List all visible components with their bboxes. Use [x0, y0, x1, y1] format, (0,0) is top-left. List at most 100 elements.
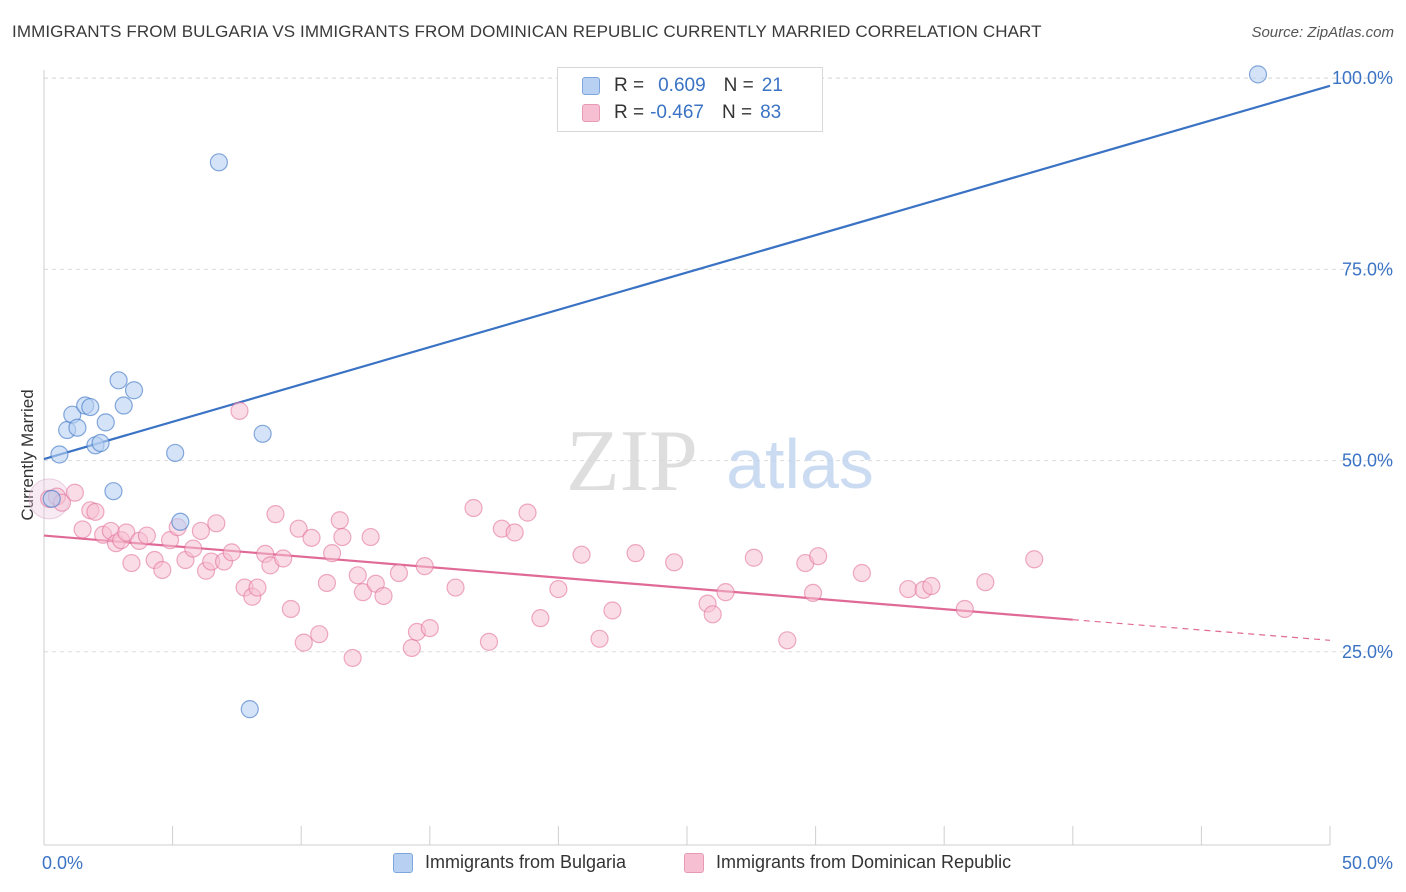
- legend-n-value: 83: [760, 102, 782, 123]
- point-dominican: [184, 539, 203, 558]
- point-dominican: [310, 625, 329, 644]
- point-dominican: [353, 583, 373, 602]
- axes: [43, 70, 1331, 846]
- legend-label-bulgaria: Immigrants from Bulgaria: [425, 852, 627, 872]
- source-label: Source: ZipAtlas.com: [1251, 24, 1394, 41]
- point-dominican: [446, 578, 465, 597]
- point-dominican: [531, 609, 550, 628]
- point-bulgaria: [109, 371, 128, 390]
- legend-item-dominican: Immigrants from Dominican Republic: [684, 852, 1011, 873]
- point-dominican: [117, 523, 136, 542]
- watermark-zip: ZIP: [566, 413, 698, 510]
- point-bulgaria: [81, 397, 100, 417]
- legend-swatch-bulgaria: [393, 852, 413, 873]
- point-dominican: [518, 503, 537, 522]
- legend-n-label: N =: [721, 102, 753, 123]
- y-tick-label: 50.0%: [1342, 451, 1393, 471]
- point-dominican: [744, 548, 763, 567]
- point-dominican: [778, 631, 797, 650]
- trend-line-dominican: [43, 534, 1073, 621]
- point-dominican: [922, 576, 941, 596]
- point-dominican: [248, 578, 267, 597]
- point-dominican: [207, 514, 226, 533]
- point-dominican: [266, 505, 285, 524]
- point-dominican: [505, 523, 524, 542]
- trend-line-dominican-extension: [1072, 619, 1331, 641]
- legend-r-value: 0.609: [658, 75, 706, 96]
- point-dominican: [65, 483, 84, 502]
- point-bulgaria: [104, 482, 123, 501]
- watermark: ZIP atlas: [566, 413, 874, 510]
- point-dominican: [415, 557, 434, 576]
- point-dominican: [348, 566, 367, 585]
- data-points: [28, 65, 1268, 719]
- point-dominican: [976, 573, 995, 592]
- legend-r-label: R =: [614, 102, 645, 123]
- point-dominican: [389, 563, 409, 583]
- tick-labels: 25.0% 50.0% 75.0% 100.0% 0.0% 50.0%: [42, 68, 1393, 873]
- stats-legend: R = 0.609 N = 21 R = -0.467 N = 83: [557, 67, 823, 132]
- legend-swatch-dominican: [582, 104, 600, 122]
- legend-row-dominican: R = -0.467 N = 83: [582, 100, 781, 126]
- watermark-atlas: atlas: [726, 425, 874, 503]
- point-dominican: [603, 601, 622, 620]
- point-dominican: [703, 605, 722, 624]
- legend-r-label: R =: [614, 75, 645, 96]
- point-dominican: [626, 544, 645, 563]
- point-dominican: [137, 526, 156, 545]
- point-bulgaria: [91, 433, 110, 453]
- x-tick-label: 0.0%: [42, 853, 83, 873]
- point-bulgaria: [240, 700, 259, 719]
- point-dominican: [333, 527, 352, 547]
- legend-label-dominican: Immigrants from Dominican Republic: [716, 852, 1012, 872]
- point-bulgaria: [124, 381, 144, 400]
- point-dominican: [289, 519, 308, 538]
- point-bulgaria: [1248, 65, 1268, 84]
- point-dominican: [361, 527, 380, 547]
- y-tick-label: 75.0%: [1342, 259, 1393, 279]
- point-bulgaria: [166, 443, 185, 463]
- gridlines: [44, 77, 1395, 653]
- point-dominican: [479, 632, 499, 651]
- legend-n-value: 21: [761, 75, 783, 96]
- point-dominican: [955, 599, 974, 619]
- legend-swatch-dominican: [684, 852, 704, 873]
- point-bulgaria: [114, 396, 133, 415]
- point-dominican: [222, 543, 241, 562]
- legend-r-value: -0.467: [650, 102, 704, 123]
- point-dominican: [281, 599, 301, 619]
- point-bulgaria: [209, 153, 228, 172]
- point-bulgaria: [253, 424, 272, 443]
- point-dominican: [464, 498, 483, 518]
- point-dominican: [302, 528, 321, 547]
- point-dominican: [73, 520, 92, 539]
- point-dominican: [809, 547, 828, 566]
- point-dominican: [402, 638, 421, 658]
- point-dominican: [191, 521, 210, 541]
- point-dominican: [852, 563, 871, 583]
- point-dominican: [343, 648, 362, 668]
- point-dominican: [716, 583, 735, 602]
- x-tick-label: 50.0%: [1342, 853, 1393, 873]
- point-dominican: [153, 560, 172, 580]
- point-dominican: [899, 579, 918, 599]
- point-dominican: [294, 633, 313, 652]
- point-dominican: [86, 502, 105, 521]
- point-dominican: [1025, 550, 1044, 569]
- trend-line-bulgaria: [43, 84, 1331, 461]
- point-dominican: [572, 545, 591, 564]
- y-tick-label: 100.0%: [1332, 68, 1393, 88]
- point-dominican: [330, 511, 349, 530]
- point-dominican: [803, 583, 823, 603]
- series-legend: Immigrants from Bulgaria Immigrants from…: [0, 852, 1406, 878]
- point-dominican: [374, 586, 393, 606]
- y-tick-label: 25.0%: [1342, 642, 1393, 662]
- point-dominican: [590, 629, 609, 648]
- point-dominican: [549, 579, 568, 599]
- legend-n-label: N =: [723, 75, 754, 96]
- point-bulgaria: [96, 413, 115, 432]
- point-bulgaria: [42, 489, 61, 508]
- chart-title: IMMIGRANTS FROM BULGARIA VS IMMIGRANTS F…: [12, 22, 1042, 41]
- point-bulgaria: [171, 512, 190, 531]
